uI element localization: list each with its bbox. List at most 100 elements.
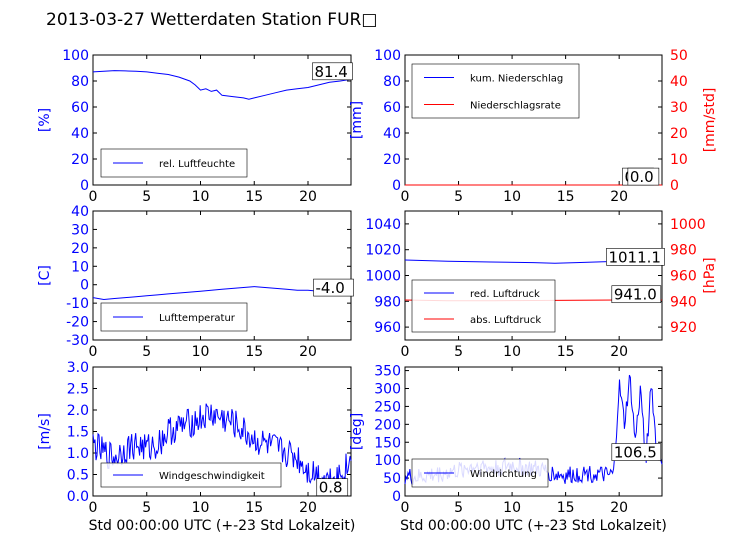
y-tick-label: 40 bbox=[383, 126, 401, 142]
y-axis-label: [C] bbox=[37, 265, 53, 286]
x-tick-label: 5 bbox=[142, 500, 151, 516]
y2-tick-label: 940 bbox=[670, 294, 697, 310]
plot-frame bbox=[92, 54, 352, 186]
x-tick-label: 15 bbox=[245, 189, 263, 205]
y-tick-label: 200 bbox=[374, 417, 401, 433]
x-tick-label: 0 bbox=[89, 500, 98, 516]
y-tick-label: 1040 bbox=[365, 217, 401, 233]
annotation-box bbox=[313, 278, 354, 297]
annotation-box bbox=[316, 478, 349, 497]
series-line bbox=[92, 286, 351, 301]
annotation-box bbox=[611, 285, 662, 304]
y-tick-label: 80 bbox=[71, 74, 89, 90]
y-tick-label: 40 bbox=[71, 126, 89, 142]
x-tick-label: 20 bbox=[299, 344, 317, 360]
y-tick-label: 300 bbox=[374, 382, 401, 398]
annotation-label: 81.4 bbox=[314, 63, 347, 81]
y2-tick-label: 0 bbox=[670, 178, 679, 194]
x-tick-label: 10 bbox=[503, 344, 521, 360]
x-tick-label: 0 bbox=[401, 189, 410, 205]
y-tick-label: -30 bbox=[66, 333, 89, 349]
x-tick-label: 0 bbox=[89, 189, 98, 205]
y2-tick-label: 1000 bbox=[670, 217, 706, 233]
y-tick-label: 250 bbox=[374, 399, 401, 415]
x-axis-label: Std 00:00:00 UTC (+-23 Std Lokalzeit) bbox=[89, 518, 356, 534]
legend-box bbox=[411, 63, 580, 119]
annotation-box bbox=[627, 167, 660, 186]
x-tick-label: 20 bbox=[299, 500, 317, 516]
annotation-label: -4.0 bbox=[316, 279, 345, 297]
y-tick-label: -10 bbox=[66, 296, 89, 312]
y-tick-label: 100 bbox=[374, 48, 401, 64]
y-axis-label: [%] bbox=[37, 108, 53, 132]
legend-label: Lufttemperatur bbox=[159, 313, 236, 324]
y-tick-label: 80 bbox=[383, 74, 401, 90]
x-tick-label: 10 bbox=[503, 189, 521, 205]
plot-frame bbox=[92, 210, 352, 341]
y-tick-label: 20 bbox=[71, 152, 89, 168]
y2-tick-label: 20 bbox=[670, 126, 688, 142]
y-tick-label: 3.0 bbox=[67, 360, 89, 376]
figure-title: 2013-03-27 Wetterdaten Station FUR□ bbox=[46, 10, 378, 30]
x-axis-label: Std 00:00:00 UTC (+-23 Std Lokalzeit) bbox=[400, 518, 667, 534]
y-tick-label: -20 bbox=[66, 315, 89, 331]
x-tick-label: 5 bbox=[454, 500, 463, 516]
legend-label: Niederschlagsrate bbox=[470, 101, 561, 112]
y-tick-label: 60 bbox=[71, 100, 89, 116]
annotation-box bbox=[606, 248, 665, 266]
x-tick-label: 5 bbox=[454, 189, 463, 205]
y-tick-label: 60 bbox=[383, 100, 401, 116]
x-tick-label: 10 bbox=[503, 500, 521, 516]
annotation-label: 106.5 bbox=[614, 444, 657, 462]
y-tick-label: 0 bbox=[392, 178, 401, 194]
annotation-label: 0.0 bbox=[630, 168, 654, 186]
y-tick-label: 0 bbox=[80, 178, 89, 194]
y-tick-label: 50 bbox=[383, 471, 401, 487]
y2-tick-label: 920 bbox=[670, 320, 697, 336]
y-axis-label: [mm] bbox=[349, 101, 365, 139]
x-tick-label: 20 bbox=[610, 500, 628, 516]
y2-axis-label: [hPa] bbox=[702, 257, 718, 293]
y2-tick-label: 980 bbox=[670, 243, 697, 259]
y-tick-label: 20 bbox=[71, 241, 89, 257]
series-line bbox=[92, 403, 352, 493]
y2-tick-label: 10 bbox=[670, 152, 688, 168]
y2-tick-label: 40 bbox=[670, 74, 688, 90]
series-line bbox=[92, 70, 352, 100]
legend-label: rel. Luftfeuchte bbox=[159, 159, 235, 170]
y-tick-label: 0 bbox=[80, 278, 89, 294]
x-tick-label: 20 bbox=[610, 189, 628, 205]
x-tick-label: 0 bbox=[401, 344, 410, 360]
y-tick-label: 100 bbox=[374, 453, 401, 469]
y-tick-label: 960 bbox=[374, 320, 401, 336]
legend-label: Windgeschwindigkeit bbox=[159, 471, 265, 482]
y-tick-label: 1020 bbox=[365, 243, 401, 259]
x-tick-label: 0 bbox=[401, 500, 410, 516]
y-tick-label: 0.5 bbox=[67, 468, 89, 484]
x-tick-label: 20 bbox=[610, 344, 628, 360]
annotation-box bbox=[611, 443, 662, 461]
chart-pressure: 0 5 10 15 20 960 980 1000 1020 1040 920 940 960 980 10… bbox=[365, 210, 718, 360]
y-tick-label: 2.5 bbox=[67, 382, 89, 398]
legend-box bbox=[411, 279, 556, 333]
legend-box bbox=[100, 462, 282, 488]
x-tick-label: 10 bbox=[192, 500, 210, 516]
chart-temperature: 0 5 10 15 20 -30 -20 -10 0 10 20 30 40 [C] Lufttempera… bbox=[37, 204, 354, 360]
legend-label: kum. Niederschlag bbox=[470, 74, 563, 85]
y-tick-label: 1.0 bbox=[67, 446, 89, 462]
y-tick-label: 1.5 bbox=[67, 425, 89, 441]
x-tick-label: 0 bbox=[89, 344, 98, 360]
y-axis-label: [deg] bbox=[349, 413, 365, 450]
y-tick-label: 980 bbox=[374, 294, 401, 310]
annotation-label: 0.8 bbox=[319, 479, 343, 497]
y-axis-label: [m/s] bbox=[37, 413, 53, 450]
x-tick-label: 15 bbox=[557, 189, 575, 205]
annotation-label: 941.0 bbox=[614, 286, 657, 304]
legend-label: Windrichtung bbox=[470, 469, 537, 480]
y-tick-label: 20 bbox=[383, 152, 401, 168]
x-tick-label: 15 bbox=[557, 344, 575, 360]
y-tick-label: 30 bbox=[71, 222, 89, 238]
y-tick-label: 40 bbox=[71, 204, 89, 220]
